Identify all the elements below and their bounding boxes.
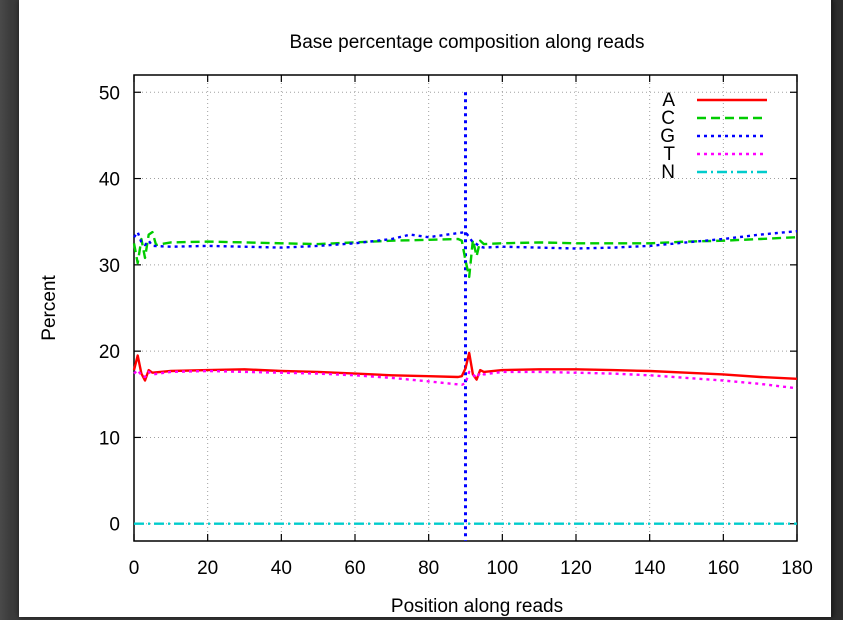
y-tick-label: 40 bbox=[99, 170, 120, 191]
x-tick-label: 40 bbox=[271, 558, 292, 579]
y-tick-label: 20 bbox=[99, 342, 120, 363]
chart-title: Base percentage composition along reads bbox=[290, 32, 645, 53]
x-tick-label: 60 bbox=[344, 558, 365, 579]
chart-panel: Base percentage composition along reads … bbox=[19, 0, 833, 617]
series-layer bbox=[132, 92, 798, 541]
grid bbox=[133, 75, 798, 541]
series-line-t bbox=[133, 368, 798, 390]
legend-label-t: T bbox=[663, 144, 675, 165]
y-tick-label: 0 bbox=[109, 515, 120, 536]
axes: 0 20 40 60 80 100 120 140 160 180 0 10 20 30 40 50 bbox=[99, 74, 813, 579]
base-composition-chart: Base percentage composition along reads … bbox=[39, 32, 813, 617]
series-line-a bbox=[132, 351, 798, 382]
legend-label-n: N bbox=[661, 162, 675, 183]
x-axis-label: Position along reads bbox=[391, 596, 563, 617]
x-tick-label: 180 bbox=[781, 558, 813, 579]
series-line-g bbox=[133, 230, 798, 250]
x-tick-label: 20 bbox=[197, 558, 218, 579]
y-axis-label: Percent bbox=[39, 275, 60, 341]
x-tick-label: 80 bbox=[418, 558, 439, 579]
x-tick-label: 100 bbox=[486, 558, 518, 579]
legend-label-a: A bbox=[662, 90, 675, 111]
y-tick-label: 10 bbox=[99, 428, 120, 449]
x-tick-label: 160 bbox=[707, 558, 739, 579]
x-tick-label: 120 bbox=[560, 558, 592, 579]
series-line-c bbox=[132, 230, 798, 279]
x-tick-label: 140 bbox=[634, 558, 666, 579]
y-tick-label: 50 bbox=[99, 83, 120, 104]
y-tick-label: 30 bbox=[99, 256, 120, 277]
legend-label-c: C bbox=[661, 108, 675, 129]
x-tick-label: 0 bbox=[129, 558, 140, 579]
legend-label-g: G bbox=[660, 126, 675, 147]
